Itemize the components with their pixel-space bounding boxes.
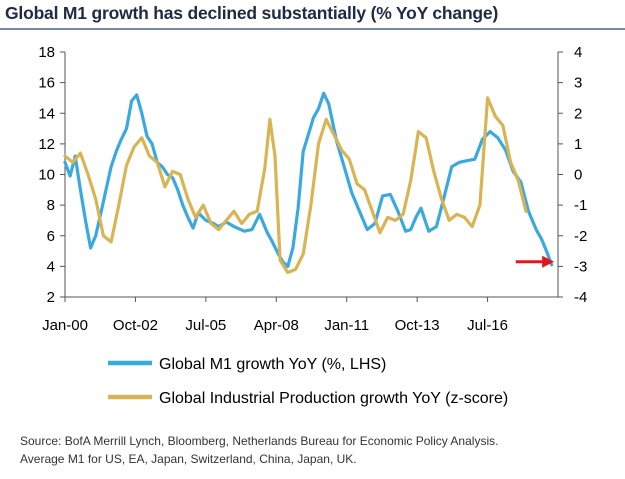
red-arrow-head	[542, 255, 555, 268]
y-right-tick-label: 2	[574, 105, 582, 122]
y-right-tick-label: 3	[574, 75, 582, 92]
x-tick-label: Jul-05	[185, 317, 226, 334]
y-left-tick-label: 16	[38, 75, 55, 92]
y-left-tick-label: 12	[38, 136, 55, 153]
chart-lines	[63, 91, 554, 275]
y-left-tick-label: 8	[47, 197, 55, 214]
chart-legend: Global M1 growth YoY (%, LHS) Global Indu…	[108, 356, 508, 407]
title-underline	[0, 28, 625, 30]
y-left-tick-label: 14	[38, 105, 55, 122]
source-note: Source: BofA Merrill Lynch, Bloomberg, N…	[20, 432, 620, 468]
x-tick-label: Jan-00	[42, 317, 88, 334]
chart-title: Global M1 growth has declined substantia…	[5, 3, 499, 23]
legend-label-ip: Global Industrial Production growth YoY …	[159, 390, 508, 407]
x-tick-label: Oct-02	[113, 317, 158, 334]
y-right-tick-label: 1	[574, 136, 582, 153]
y-right-tick-label: -1	[574, 197, 587, 214]
y-left-tick-label: 2	[47, 289, 55, 306]
x-tick-label: Jul-16	[467, 317, 508, 334]
x-tick-label: Oct-13	[395, 317, 440, 334]
x-tick-label: Apr-08	[254, 317, 299, 334]
y-left-tick-label: 10	[38, 167, 55, 184]
y-left-tick-label: 6	[47, 228, 55, 245]
y-right-tick-label: -4	[574, 289, 587, 306]
series-line-global-m1	[63, 91, 554, 268]
y-right-tick-label: 4	[574, 44, 582, 61]
y-left-tick-label: 4	[47, 258, 55, 275]
y-right-tick-label: -3	[574, 258, 587, 275]
source-line: Average M1 for US, EA, Japan, Switzerlan…	[20, 452, 357, 466]
x-tick-label: Jan-11	[324, 317, 369, 334]
series-line-industrial-production	[63, 96, 528, 275]
y-right-tick-label: -2	[574, 228, 587, 245]
chart-annotations	[515, 255, 555, 268]
source-line: Source: BofA Merrill Lynch, Bloomberg, N…	[20, 434, 499, 448]
legend-label-m1: Global M1 growth YoY (%, LHS)	[159, 356, 386, 373]
y-left-tick-label: 18	[38, 44, 55, 61]
y-right-tick-label: 0	[574, 167, 582, 184]
